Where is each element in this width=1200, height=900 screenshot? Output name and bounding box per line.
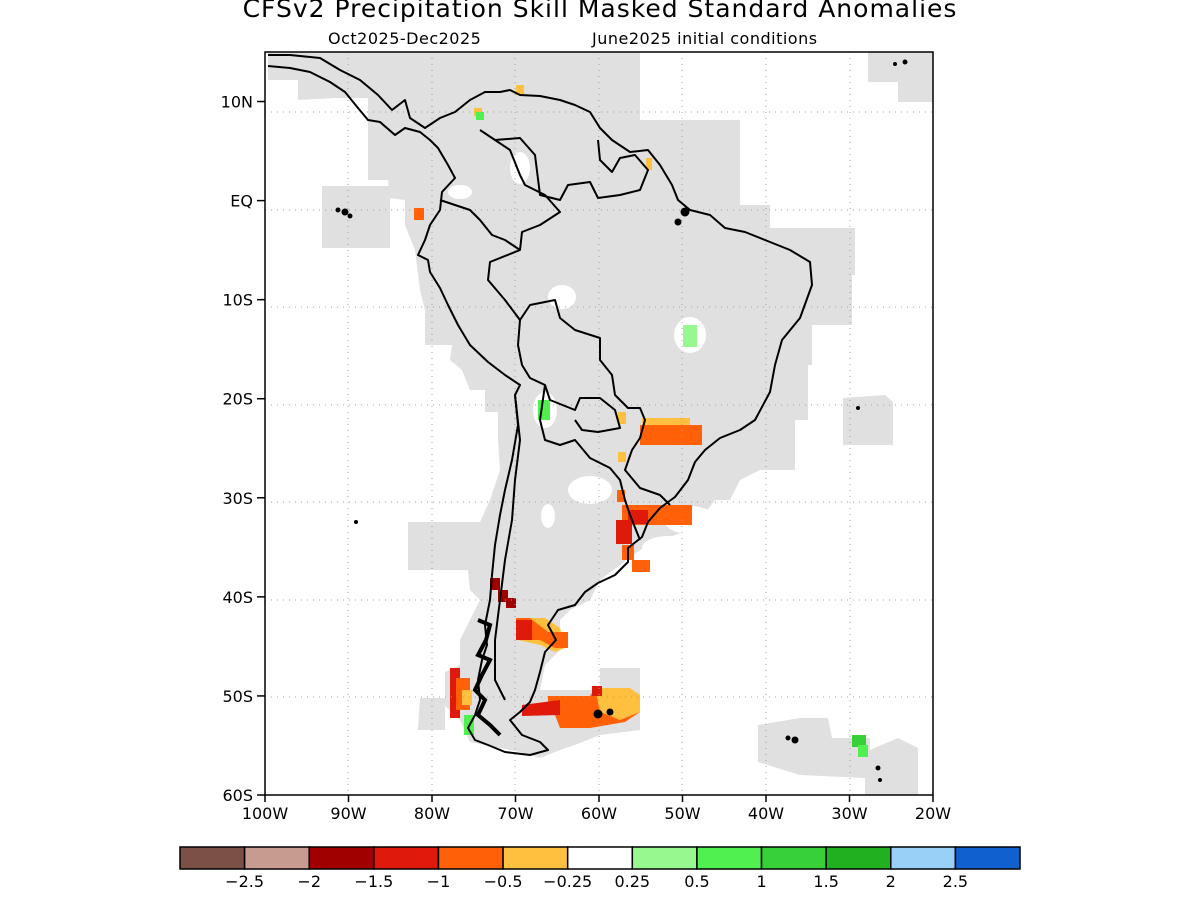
colorbar-swatch bbox=[437, 846, 504, 870]
colorbar-swatch bbox=[696, 846, 763, 870]
colorbar-swatch bbox=[502, 846, 569, 870]
colorbar-swatch bbox=[179, 846, 246, 870]
colorbar-label: −2.5 bbox=[225, 872, 264, 891]
colorbar-label: −1 bbox=[427, 872, 451, 891]
lat-tick-label: 10N bbox=[221, 93, 253, 112]
lon-tick-label: 80W bbox=[414, 804, 450, 823]
initial-conditions: June2025 initial conditions bbox=[592, 29, 818, 48]
forecast-period: Oct2025-Dec2025 bbox=[328, 29, 482, 48]
coastlines bbox=[267, 54, 813, 756]
colorbar-label: −0.25 bbox=[543, 872, 592, 891]
colorbar-label: −2 bbox=[297, 872, 321, 891]
colorbar-label: −0.5 bbox=[484, 872, 523, 891]
colorbar-label: 0.25 bbox=[614, 872, 650, 891]
lon-tick-label: 90W bbox=[330, 804, 366, 823]
lat-tick-label: 50S bbox=[222, 687, 253, 706]
lat-tick-label: 40S bbox=[222, 588, 253, 607]
colorbar-swatch bbox=[373, 846, 440, 870]
lon-tick-label: 60W bbox=[581, 804, 617, 823]
lon-tick-label: 70W bbox=[497, 804, 533, 823]
colorbar-label: 0.5 bbox=[684, 872, 709, 891]
lon-tick-label: 20W bbox=[915, 804, 951, 823]
colorbar-label: 2 bbox=[886, 872, 896, 891]
lat-tick-label: 10S bbox=[222, 291, 253, 310]
islands bbox=[335, 59, 908, 782]
colorbar-swatch bbox=[566, 846, 634, 870]
colorbar-label: 1.5 bbox=[813, 872, 838, 891]
lat-tick-label: 60S bbox=[222, 786, 253, 805]
chart-title: CFSv2 Precipitation Skill Masked Standar… bbox=[242, 0, 958, 23]
colorbar-swatch bbox=[825, 846, 892, 870]
colorbar-label: 1 bbox=[756, 872, 766, 891]
lon-tick-label: 30W bbox=[831, 804, 867, 823]
colorbar-swatch bbox=[760, 846, 827, 870]
lon-axis: 100W 90W 80W 70W 60W 50W 40W 30W 20W bbox=[242, 795, 951, 823]
lat-tick-label: 30S bbox=[222, 489, 253, 508]
colorbar-swatch bbox=[890, 846, 957, 870]
colorbar-label: −1.5 bbox=[354, 872, 393, 891]
lat-tick-label: EQ bbox=[230, 192, 253, 211]
colorbar-label: 2.5 bbox=[943, 872, 968, 891]
lat-tick-label: 20S bbox=[222, 390, 253, 409]
colorbar-swatch bbox=[954, 846, 1021, 870]
lat-axis: 10N EQ 10S 20S 30S 40S 50S 60S bbox=[221, 93, 265, 805]
colorbar-swatch bbox=[631, 846, 698, 870]
colorbar-swatch bbox=[243, 846, 310, 870]
lon-tick-label: 40W bbox=[748, 804, 784, 823]
colorbar-swatch bbox=[308, 846, 375, 870]
lon-tick-label: 50W bbox=[664, 804, 700, 823]
lon-tick-label: 100W bbox=[242, 804, 289, 823]
